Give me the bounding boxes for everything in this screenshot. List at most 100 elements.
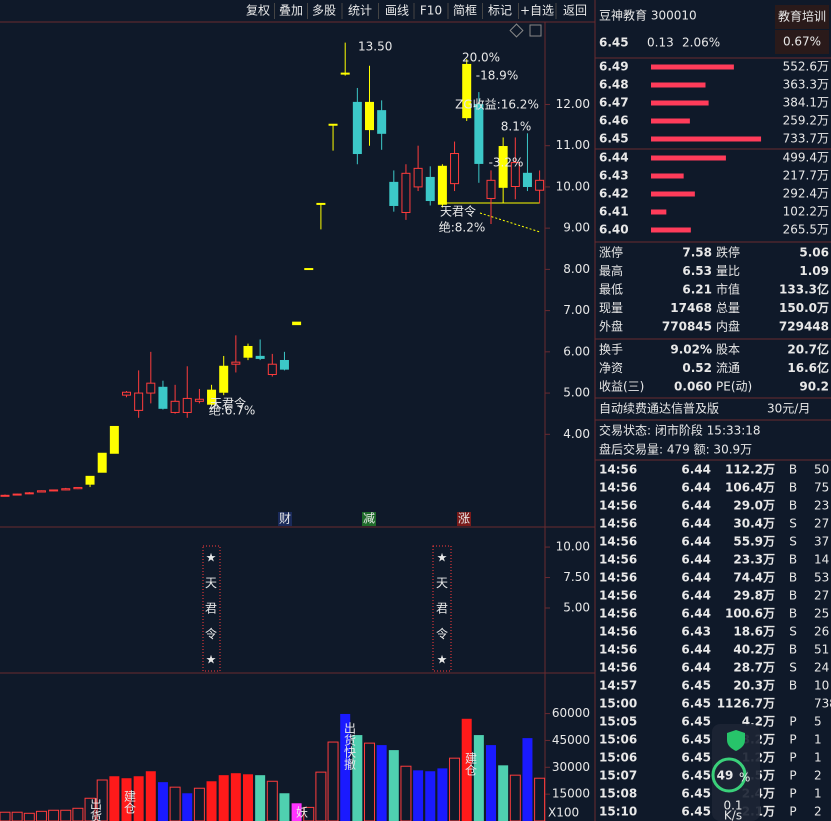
industry[interactable]: 教育培训 — [778, 9, 826, 24]
stat-label: 市值 — [716, 282, 740, 297]
volume-bar — [534, 777, 546, 821]
stat-value: 1.09 — [799, 264, 829, 278]
trade-count: 25 — [814, 607, 829, 621]
industry-box — [775, 5, 829, 29]
icon[interactable] — [529, 24, 542, 37]
trade-price: 6.43 — [681, 625, 711, 639]
volume-bar — [11, 811, 23, 821]
trade-side: S — [789, 625, 797, 639]
overlay-widget[interactable] — [711, 724, 760, 821]
volume-bar — [327, 741, 339, 821]
volume-bar — [340, 713, 351, 821]
candle-body — [182, 397, 192, 413]
stat-label: 涨停 — [599, 245, 623, 260]
trade-time: 14:56 — [599, 571, 637, 585]
volume-label: 出货快撤 — [89, 798, 103, 821]
trade-price: 6.44 — [681, 589, 711, 603]
stat-label: 内盘 — [716, 319, 740, 334]
volume-bar — [388, 750, 399, 821]
trade-amount: 28.7万 — [733, 661, 775, 675]
trade-time: 14:56 — [599, 481, 637, 495]
trade-amount: 29.0万 — [733, 499, 775, 513]
trade-price: 6.44 — [681, 463, 711, 477]
book-price: 6.41 — [599, 205, 629, 219]
candle-body — [243, 345, 253, 358]
trade-time: 14:56 — [599, 607, 637, 621]
ad-text[interactable]: 自动续费通达信普及版 — [599, 402, 719, 416]
toolbar-button[interactable]: F10 — [420, 4, 442, 18]
signal-char: 君 — [205, 602, 217, 616]
stat-value: 16.6亿 — [787, 360, 829, 375]
signal-char: 令 — [205, 626, 217, 641]
toolbar-button[interactable]: 画线 — [385, 4, 409, 18]
candle-body — [352, 101, 362, 155]
overlay-score[interactable]: 49 — [717, 769, 734, 783]
stat-value: 150.0万 — [779, 301, 829, 315]
volume-bar — [352, 735, 363, 821]
trade-side: P — [789, 769, 796, 783]
toolbar-button[interactable]: +自选 — [520, 4, 554, 18]
candle-body — [292, 321, 302, 326]
trade-side: P — [789, 751, 796, 765]
y-tick-label: 8.00 — [563, 262, 590, 276]
toolbar-button[interactable]: 多股 — [312, 4, 336, 18]
toolbar-button[interactable]: 返回 — [563, 4, 587, 18]
trade-side: S — [789, 535, 797, 549]
candle-body — [389, 181, 399, 206]
trade-count: 2 — [814, 769, 822, 783]
candle-body — [0, 494, 10, 497]
trade-side: P — [789, 805, 796, 819]
book-bar — [651, 118, 690, 124]
toolbar-button[interactable]: 统计 — [348, 4, 372, 18]
icon[interactable] — [509, 23, 524, 38]
candle-body — [340, 72, 350, 75]
volume-bar — [169, 786, 181, 821]
volume-bar — [413, 770, 424, 821]
toolbar-button[interactable]: 复权 — [246, 4, 270, 18]
overlay-speed[interactable]: 0.1 — [723, 799, 742, 813]
volume-bar — [84, 797, 96, 821]
trade-price: 6.45 — [681, 751, 711, 765]
trade-price: 6.44 — [681, 499, 711, 513]
trade-time: 14:56 — [599, 535, 637, 549]
candle-body — [510, 162, 520, 188]
event-marker[interactable]: 涨 — [458, 511, 470, 526]
volume-bar — [218, 775, 229, 821]
book-price: 6.44 — [599, 151, 629, 165]
event-marker[interactable]: 财 — [279, 512, 291, 526]
toolbar-button[interactable]: 简框 — [453, 4, 477, 18]
trade-time: 15:06 — [599, 751, 637, 765]
candle-body — [413, 167, 423, 188]
candle-body — [109, 425, 119, 454]
toolbar-button[interactable]: 标记 — [488, 4, 512, 18]
candle-body — [462, 63, 472, 119]
trade-time: 15:05 — [599, 715, 637, 729]
overlay-speed-unit[interactable]: K/s — [724, 809, 742, 821]
volume-bar — [60, 809, 72, 821]
candle-body — [134, 392, 144, 411]
toolbar-button[interactable]: 叠加 — [279, 4, 303, 18]
overlay-unit[interactable]: % — [739, 771, 750, 785]
candle-body — [158, 386, 168, 409]
trade-count: 26 — [814, 625, 829, 639]
stat-value: 7.58 — [682, 246, 712, 260]
book-bar — [651, 136, 762, 142]
volume-bar — [315, 771, 327, 821]
signal-char: ★ — [206, 551, 217, 565]
trade-price: 6.45 — [681, 715, 711, 729]
book-volume: 259.2万 — [783, 114, 829, 128]
book-bar — [651, 100, 709, 106]
candle-body — [377, 110, 387, 134]
candle-body — [122, 391, 131, 396]
chart-annotation: 13.50 — [358, 40, 392, 54]
ad-price[interactable]: 30元/月 — [767, 402, 810, 416]
event-marker-box — [278, 512, 292, 526]
stat-label: 总量 — [716, 301, 740, 315]
y-tick-label: 30000 — [552, 760, 590, 774]
stat-label: 换手 — [599, 343, 623, 357]
trade-time: 14:57 — [599, 679, 637, 693]
volume-label: 建仓 — [123, 790, 137, 814]
trade-count: 738 — [814, 697, 831, 711]
event-marker[interactable]: 减 — [363, 512, 375, 526]
price-change: 0.13 — [647, 36, 674, 50]
